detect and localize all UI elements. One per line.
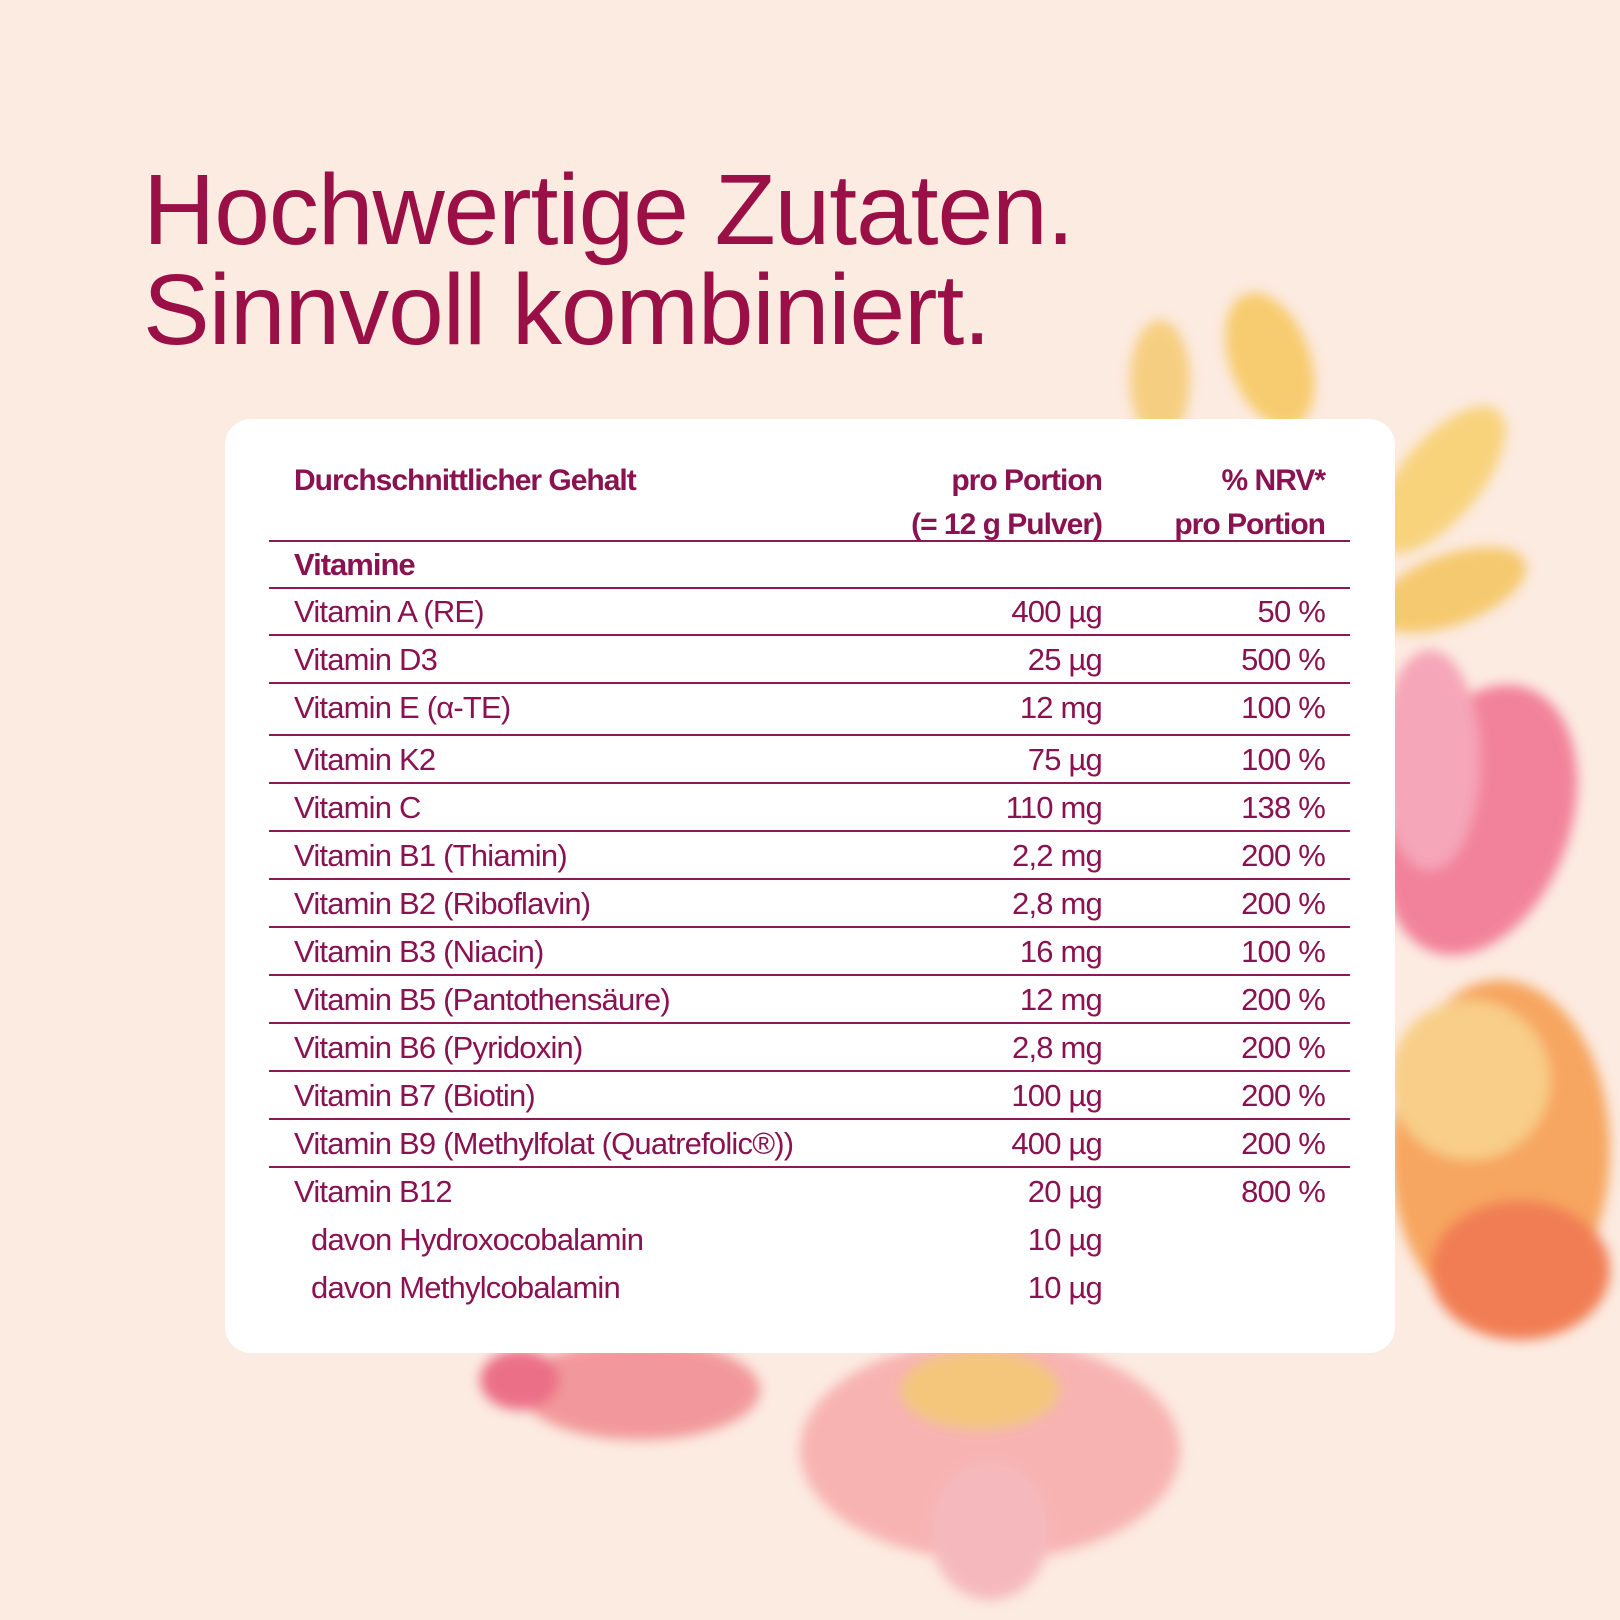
nrv-percent: 100 % <box>1241 934 1326 969</box>
row-divider <box>269 1070 1350 1072</box>
table-header: Durchschnittlicher Gehalt pro Portion (=… <box>225 459 1395 541</box>
amount-per-portion: 75 µg <box>1027 742 1103 777</box>
nutrient-name: Vitamin C <box>294 790 421 825</box>
title-line-2: Sinnvoll kombiniert. <box>143 254 991 366</box>
amount-per-portion: 2,8 mg <box>1012 1030 1103 1065</box>
amount-per-portion: 100 µg <box>1011 1078 1102 1113</box>
amount-per-portion: 12 mg <box>1019 690 1103 725</box>
header-nrv-line2: pro Portion <box>1174 508 1326 541</box>
amount-per-portion: 400 µg <box>1011 1126 1102 1161</box>
nutrient-name: davon Methylcobalamin <box>311 1270 621 1305</box>
amount-per-portion: 25 µg <box>1027 642 1103 677</box>
amount-per-portion: 2,2 mg <box>1012 838 1103 873</box>
row-divider <box>269 926 1350 928</box>
nrv-percent: 200 % <box>1241 1078 1326 1113</box>
table-row: Vitamin B2 (Riboflavin) 2,8 mg 200 % <box>225 880 1395 927</box>
amount-per-portion: 2,8 mg <box>1012 886 1103 921</box>
row-divider <box>269 1022 1350 1024</box>
table-row: Vitamin B7 (Biotin) 100 µg 200 % <box>225 1072 1395 1119</box>
table-row: Vitamin A (RE) 400 µg 50 % <box>225 588 1395 635</box>
nutrient-name: Vitamin B5 (Pantothensäure) <box>294 982 671 1017</box>
row-divider <box>269 587 1350 589</box>
header-per-portion-line1: pro Portion <box>951 464 1103 497</box>
row-divider <box>269 734 1350 736</box>
nrv-percent: 200 % <box>1241 1126 1326 1161</box>
nutrient-name: Vitamin B6 (Pyridoxin) <box>294 1030 583 1065</box>
table-row: Vitamin E (α-TE) 12 mg 100 % <box>225 684 1395 731</box>
nutrient-name: Vitamin B7 (Biotin) <box>294 1078 536 1113</box>
nrv-percent: 200 % <box>1241 838 1326 873</box>
nutrient-name: Vitamin B12 <box>294 1174 453 1209</box>
table-row: Vitamin B9 (Methylfolat (Quatrefolic®)) 4… <box>225 1120 1395 1167</box>
header-per-portion: pro Portion (= 12 g Pulver) <box>911 459 1103 547</box>
table-row: Vitamin D3 25 µg 500 % <box>225 636 1395 683</box>
row-divider <box>269 1166 1350 1168</box>
table-row: Vitamin B6 (Pyridoxin) 2,8 mg 200 % <box>225 1024 1395 1071</box>
row-divider <box>269 830 1350 832</box>
nrv-percent: 138 % <box>1241 790 1326 825</box>
table-row: Vitamin C 110 mg 138 % <box>225 784 1395 831</box>
nutrient-name: Vitamin B2 (Riboflavin) <box>294 886 591 921</box>
header-nrv: % NRV* pro Portion <box>1174 459 1326 547</box>
table-row: davon Hydroxocobalamin 10 µg <box>225 1216 1395 1263</box>
nrv-percent: 500 % <box>1241 642 1326 677</box>
nrv-percent: 50 % <box>1257 594 1326 629</box>
nutrient-name: davon Hydroxocobalamin <box>311 1222 644 1257</box>
amount-per-portion: 110 mg <box>1005 790 1103 825</box>
nutrient-name: Vitamin D3 <box>294 642 438 677</box>
nutrient-name: Vitamin K2 <box>294 742 436 777</box>
table-row: Vitamin B12 20 µg 800 % <box>225 1168 1395 1215</box>
row-divider <box>269 782 1350 784</box>
row-divider <box>269 974 1350 976</box>
amount-per-portion: 10 µg <box>1027 1222 1103 1257</box>
nrv-percent: 800 % <box>1241 1174 1326 1209</box>
page-title: Hochwertige Zutaten. Sinnvoll kombiniert… <box>143 160 1074 360</box>
amount-per-portion: 12 mg <box>1019 982 1103 1017</box>
nrv-percent: 200 % <box>1241 1030 1326 1065</box>
nutrient-name: Vitamin A (RE) <box>294 594 485 629</box>
nutrient-name: Vitamin B3 (Niacin) <box>294 934 544 969</box>
section-heading: Vitamine <box>294 547 416 582</box>
row-divider <box>269 682 1350 684</box>
nutrition-table-card: Durchschnittlicher Gehalt pro Portion (=… <box>225 419 1395 1353</box>
table-row: Vitamin B1 (Thiamin) 2,2 mg 200 % <box>225 832 1395 879</box>
nutrient-name: Vitamin B9 (Methylfolat (Quatrefolic®)) <box>294 1126 794 1161</box>
amount-per-portion: 400 µg <box>1011 594 1102 629</box>
amount-per-portion: 16 mg <box>1019 934 1103 969</box>
header-per-portion-line2: (= 12 g Pulver) <box>911 508 1103 541</box>
row-divider <box>269 1118 1350 1120</box>
table-row: davon Methylcobalamin 10 µg <box>225 1264 1395 1311</box>
nrv-percent: 100 % <box>1241 690 1326 725</box>
header-divider <box>269 540 1350 542</box>
table-row: Vitamin B5 (Pantothensäure) 12 mg 200 % <box>225 976 1395 1023</box>
nrv-percent: 200 % <box>1241 982 1326 1017</box>
table-row: Vitamin K2 75 µg 100 % <box>225 736 1395 783</box>
nutrient-name: Vitamin B1 (Thiamin) <box>294 838 568 873</box>
table-row: Vitamin B3 (Niacin) 16 mg 100 % <box>225 928 1395 975</box>
nrv-percent: 100 % <box>1241 742 1326 777</box>
row-divider <box>269 634 1350 636</box>
nrv-percent: 200 % <box>1241 886 1326 921</box>
nutrient-name: Vitamin E (α-TE) <box>294 690 511 725</box>
row-divider <box>269 878 1350 880</box>
header-content: Durchschnittlicher Gehalt <box>294 464 637 497</box>
header-nrv-line1: % NRV* <box>1221 464 1326 497</box>
title-line-1: Hochwertige Zutaten. <box>143 154 1074 266</box>
amount-per-portion: 10 µg <box>1027 1270 1103 1305</box>
amount-per-portion: 20 µg <box>1027 1174 1103 1209</box>
